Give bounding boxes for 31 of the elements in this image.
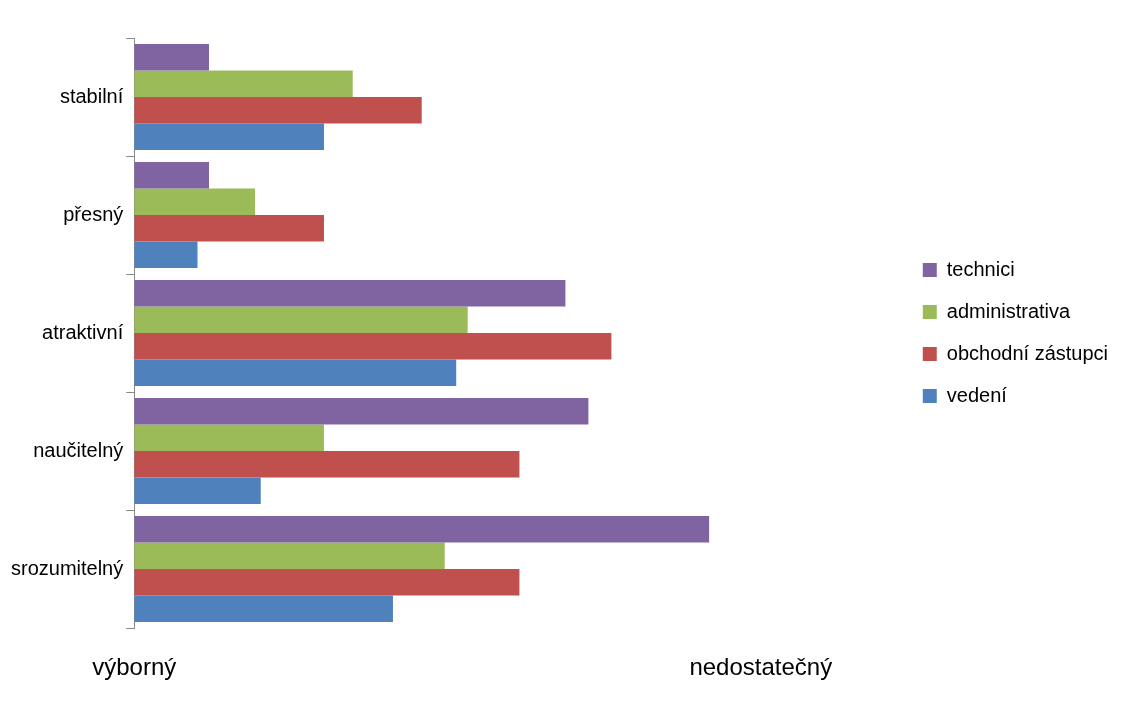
bar [134,451,520,478]
bar [134,70,353,97]
legend-label: obchodní zástupci [946,341,1109,364]
bar [134,215,324,242]
bar [134,595,393,623]
bar [134,515,710,543]
bar [134,188,255,215]
bar [134,161,209,189]
y-tick-label: stabilní [59,84,124,107]
bar [134,477,261,505]
bar [134,306,468,333]
text: výborný [92,652,177,680]
bar [134,569,520,596]
y-tick-label: srozumitelný [10,556,124,579]
bar [134,333,612,360]
bar [134,123,324,151]
y-tick-label: naučitelný [33,438,124,461]
y-tick-label: přesný [63,202,124,225]
legend-label: administrativa [946,299,1072,322]
text: nedostatečný [689,652,833,680]
bar [134,424,324,451]
bar [134,542,445,569]
legend-label: technici [946,257,1015,280]
bar [134,43,209,71]
y-tick-label: atraktivní [42,320,124,343]
legend-label: vedení [946,383,1008,406]
bar [134,397,589,425]
bar [134,241,198,269]
bar [134,359,457,387]
bar [134,97,422,124]
bar [134,279,566,307]
